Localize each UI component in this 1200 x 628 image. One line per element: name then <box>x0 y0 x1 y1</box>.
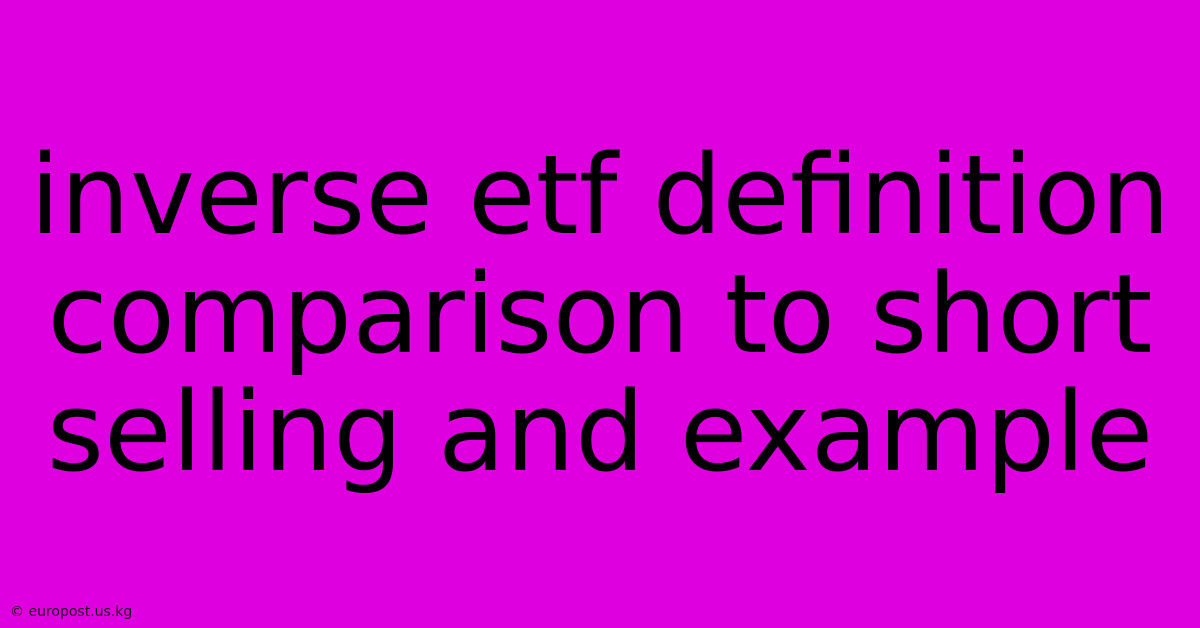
headline-text: inverse etf definition comparison to sho… <box>0 0 1200 628</box>
attribution-text: © europost.us.kg <box>10 604 132 620</box>
